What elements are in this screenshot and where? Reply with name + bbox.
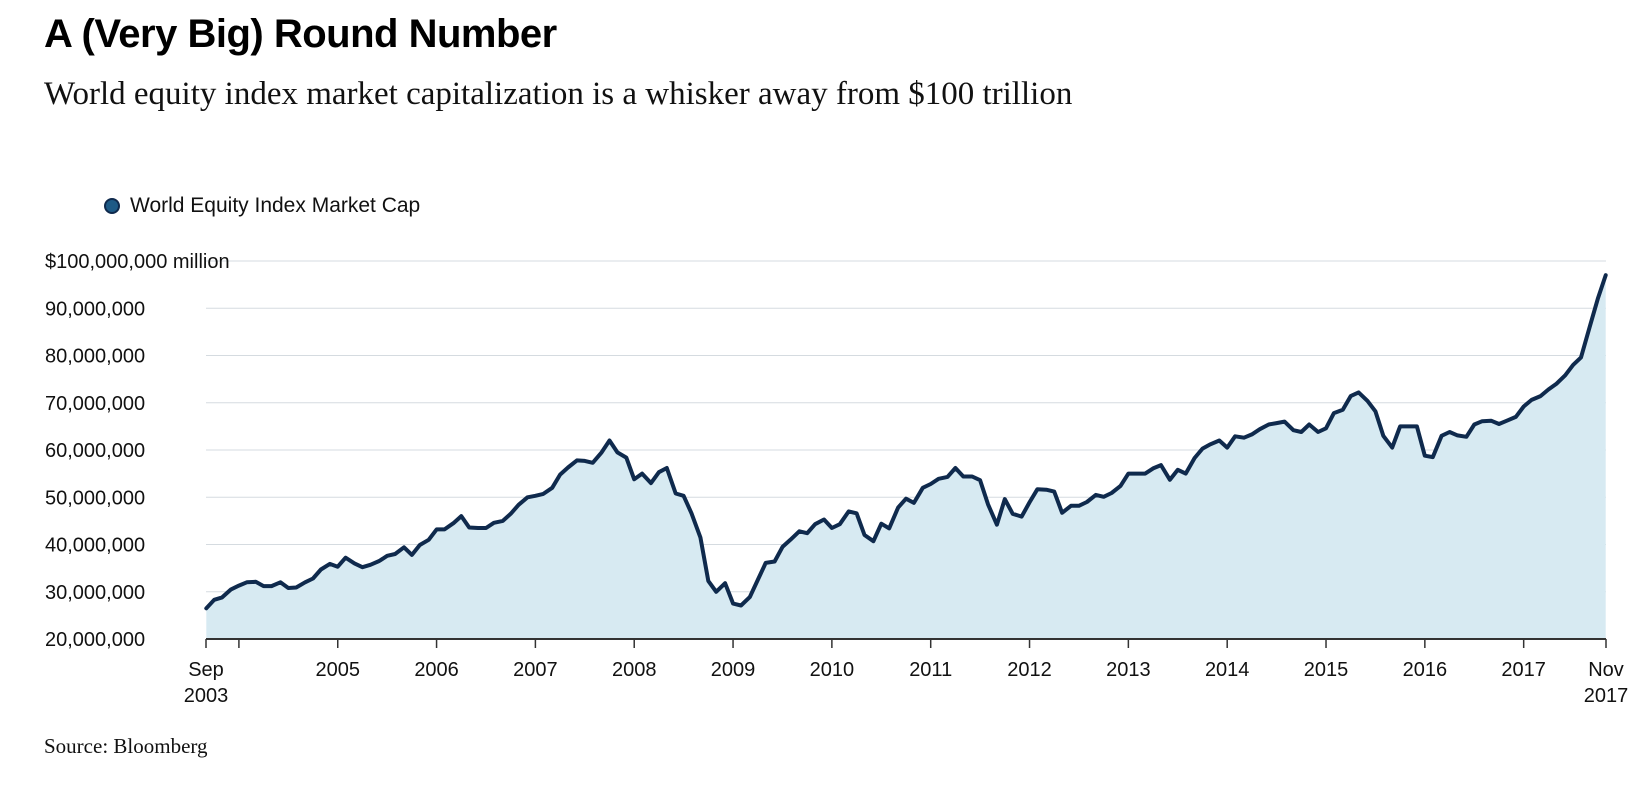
x-tick-label: 2011 bbox=[909, 659, 952, 681]
x-tick-label: 2007 bbox=[513, 659, 558, 681]
y-tick-label: $100,000,000 million bbox=[45, 251, 230, 273]
chart-title: A (Very Big) Round Number bbox=[44, 12, 557, 56]
x-tick-label: 2015 bbox=[1304, 659, 1349, 681]
x-tick-label: 2013 bbox=[1106, 659, 1151, 681]
x-tick-label-year: 2017 bbox=[1584, 685, 1629, 707]
y-tick-label: 50,000,000 bbox=[45, 487, 145, 509]
y-tick-label: 90,000,000 bbox=[45, 298, 145, 320]
y-tick-label: 40,000,000 bbox=[45, 535, 145, 557]
x-tick-label: 2016 bbox=[1403, 659, 1448, 681]
x-tick-label: Nov bbox=[1588, 659, 1624, 681]
x-tick-label: 2009 bbox=[711, 659, 756, 681]
source-note: Source: Bloomberg bbox=[44, 734, 208, 758]
y-tick-label: 60,000,000 bbox=[45, 440, 145, 462]
y-tick-label: 70,000,000 bbox=[45, 393, 145, 415]
y-tick-label: 20,000,000 bbox=[45, 629, 145, 651]
series-area bbox=[206, 275, 1606, 639]
x-tick-label: Sep bbox=[188, 659, 224, 681]
x-tick-label: 2006 bbox=[414, 659, 459, 681]
x-tick-label-year: 2003 bbox=[184, 685, 229, 707]
legend-marker bbox=[104, 198, 120, 214]
x-tick-label: 2005 bbox=[315, 659, 360, 681]
x-tick-label: 2010 bbox=[810, 659, 855, 681]
x-tick-label: 2008 bbox=[612, 659, 657, 681]
chart-subtitle: World equity index market capitalization… bbox=[44, 76, 1073, 112]
y-tick-label: 80,000,000 bbox=[45, 346, 145, 368]
x-tick-label: 2014 bbox=[1205, 659, 1250, 681]
legend: World Equity Index Market Cap bbox=[104, 194, 420, 218]
y-tick-label: 30,000,000 bbox=[45, 582, 145, 604]
x-tick-label: 2012 bbox=[1007, 659, 1052, 681]
series-line bbox=[204, 273, 1608, 611]
x-tick-label: 2017 bbox=[1501, 659, 1546, 681]
legend-label: World Equity Index Market Cap bbox=[130, 194, 421, 217]
